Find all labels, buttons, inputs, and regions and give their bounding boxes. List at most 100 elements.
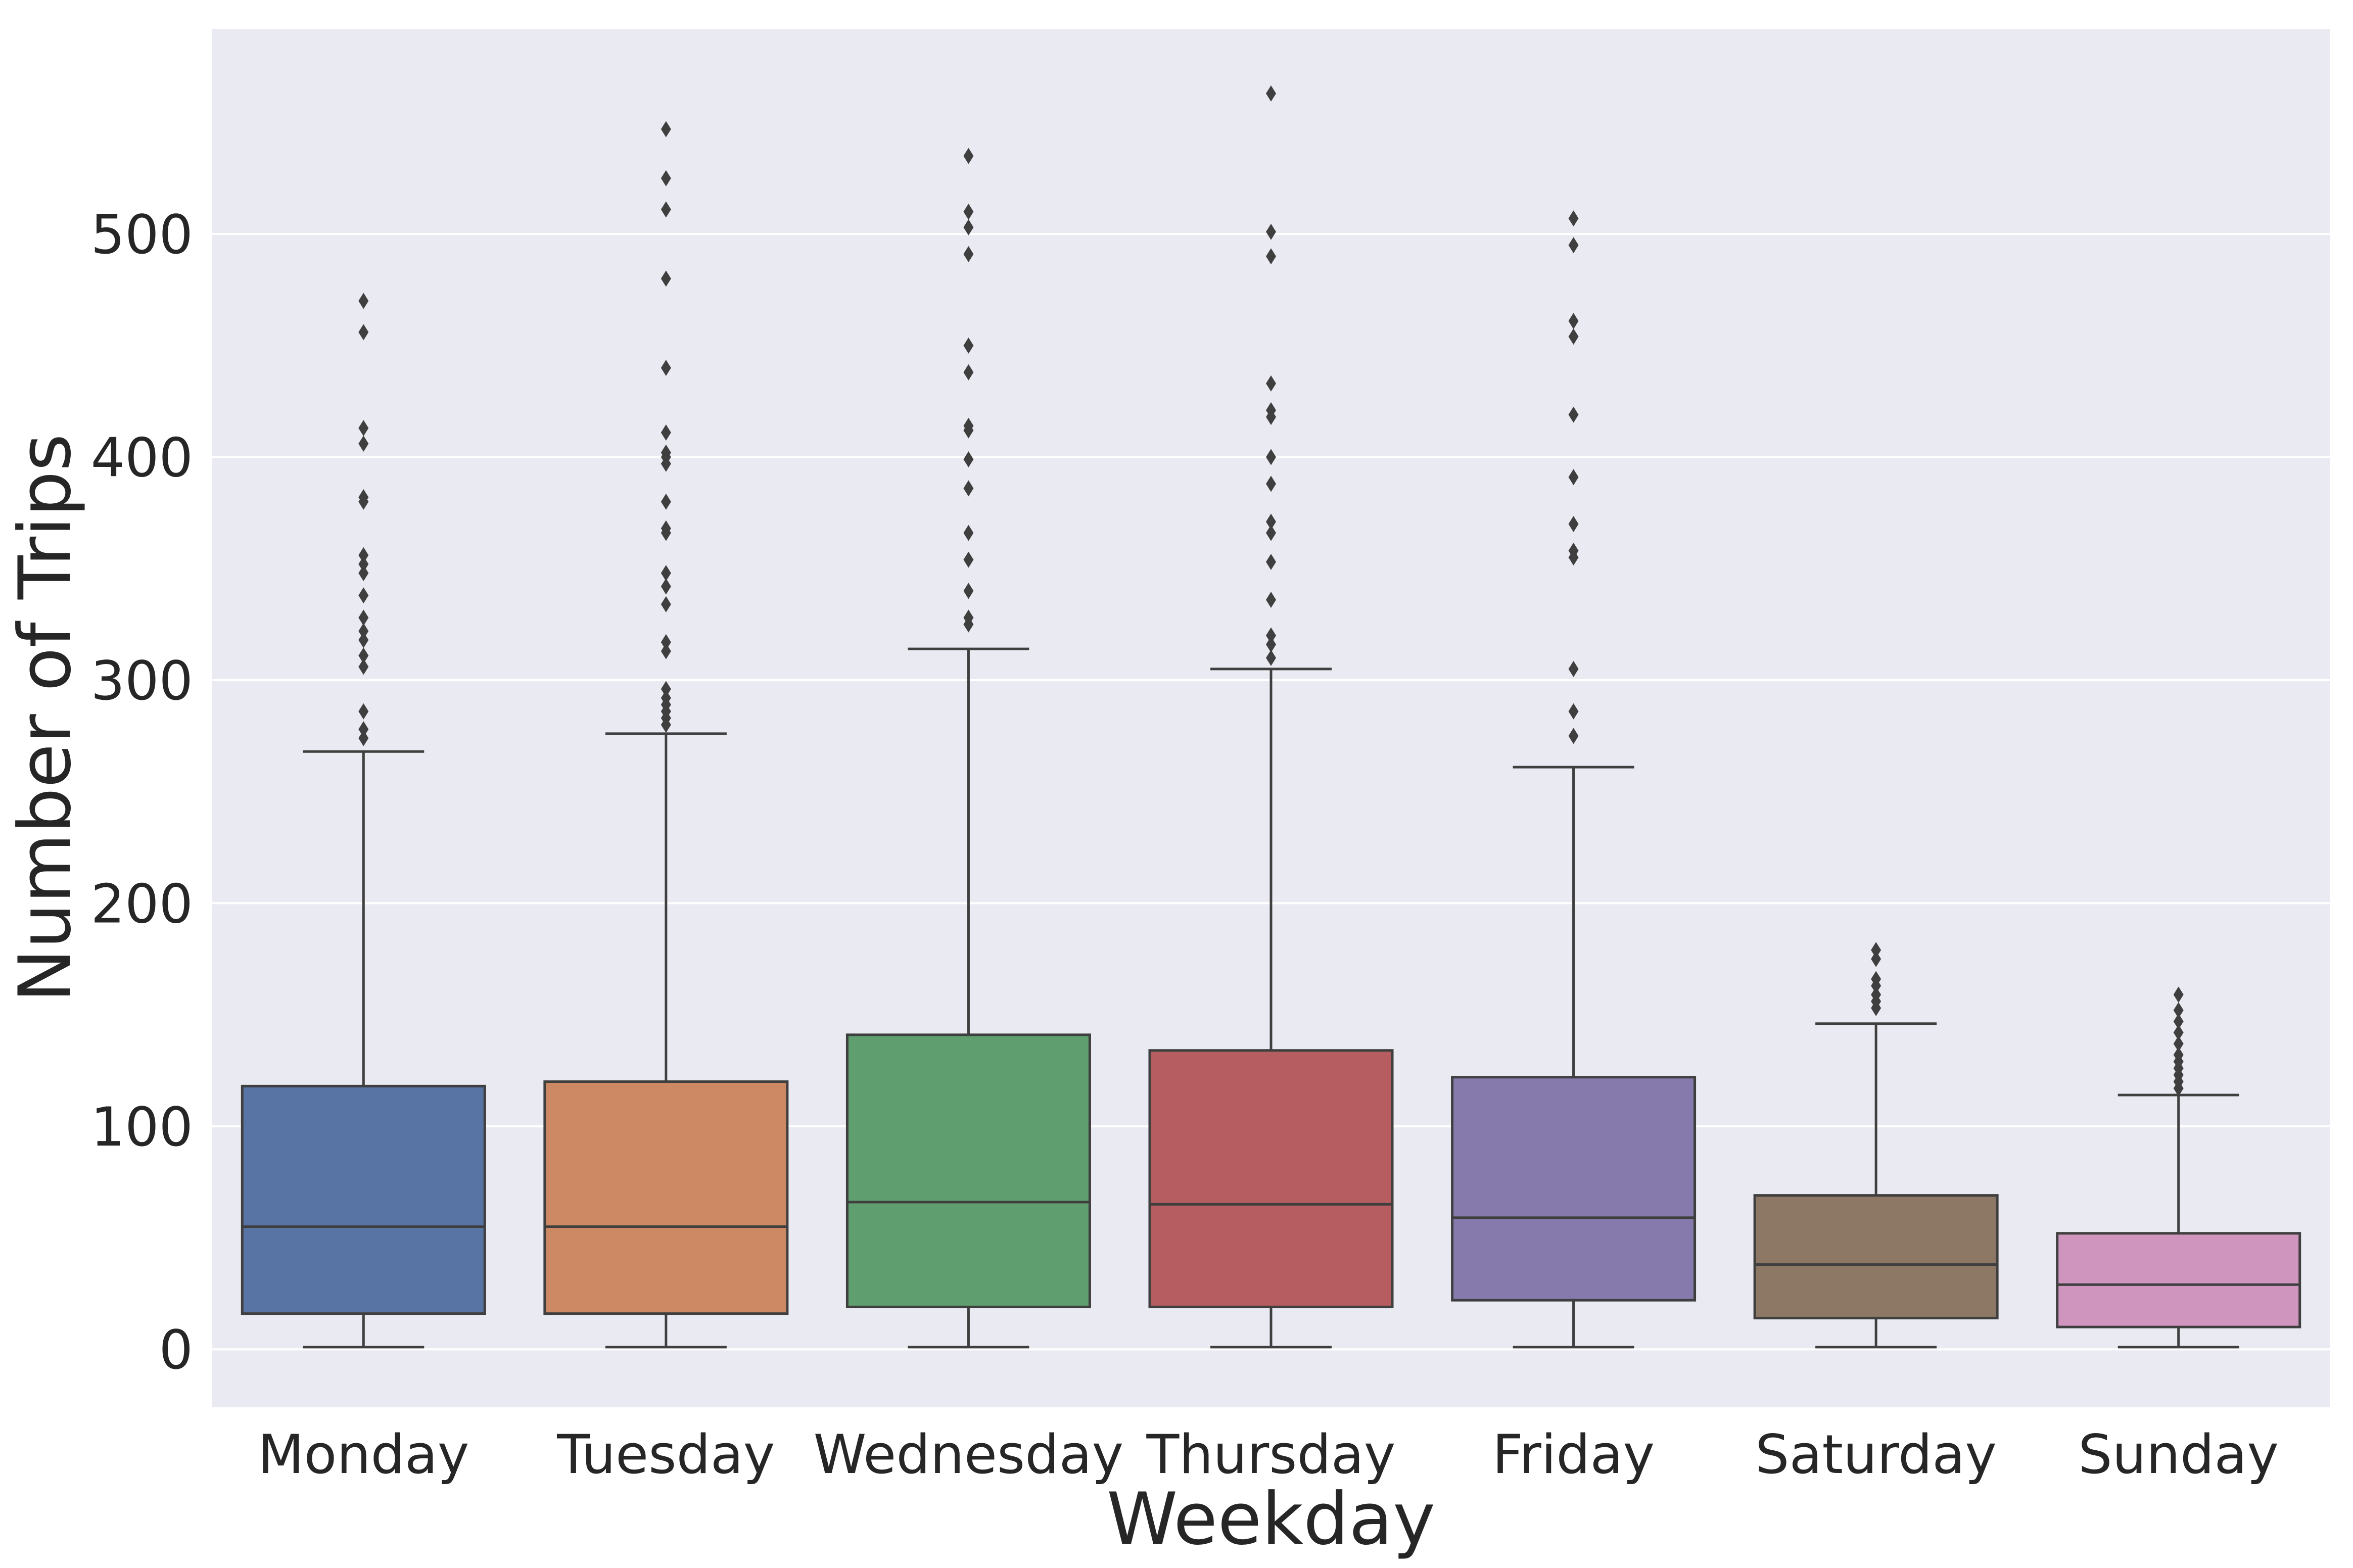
x-axis-label: Weekday xyxy=(1107,1478,1435,1561)
outlier-point xyxy=(2173,1035,2184,1052)
x-tick-labels: Monday Tuesday Wednesday Thursday Friday Satu… xyxy=(258,1423,2279,1486)
x-tick-label: Tuesday xyxy=(556,1423,775,1486)
outlier-point xyxy=(963,364,974,381)
outlier-point xyxy=(358,565,369,582)
outlier-point xyxy=(1266,402,1276,418)
x-tick-label: Friday xyxy=(1492,1423,1655,1486)
box-sunday xyxy=(2056,986,2301,1349)
y-tick-labels: 0 100 200 300 400 500 xyxy=(91,204,193,1381)
outlier-point xyxy=(1266,525,1276,541)
y-tick-label: 200 xyxy=(91,873,193,935)
outlier-point xyxy=(661,520,671,537)
outlier-point xyxy=(358,293,369,309)
outlier-point xyxy=(358,547,369,563)
outlier-point xyxy=(358,721,369,738)
outlier-point xyxy=(358,556,369,573)
outlier-point xyxy=(2173,1047,2184,1063)
outlier-point xyxy=(358,324,369,341)
outlier-point xyxy=(661,444,671,461)
outlier-point xyxy=(358,623,369,639)
outlier-point xyxy=(661,634,671,650)
y-tick-label: 400 xyxy=(91,427,193,489)
outlier-point xyxy=(661,643,671,659)
outlier-point xyxy=(358,703,369,720)
outlier-point xyxy=(2173,1013,2184,1030)
outlier-point xyxy=(1266,85,1276,102)
outlier-point xyxy=(1568,703,1579,720)
outlier-point xyxy=(661,201,671,218)
outlier-point xyxy=(1266,592,1276,608)
outlier-point xyxy=(2173,1002,2184,1019)
outlier-point xyxy=(963,551,974,568)
outlier-point xyxy=(963,583,974,599)
outlier-point xyxy=(963,525,974,541)
outlier-point xyxy=(1568,469,1579,486)
outlier-point xyxy=(2173,986,2184,1003)
x-tick-label: Thursday xyxy=(1146,1423,1396,1486)
box-tuesday xyxy=(543,121,789,1349)
outlier-point xyxy=(963,451,974,467)
outlier-point xyxy=(661,359,671,376)
outlier-point xyxy=(661,121,671,137)
outlier-point xyxy=(661,170,671,186)
box-thursday xyxy=(1148,85,1394,1349)
outlier-point xyxy=(1568,210,1579,227)
x-tick-label: Saturday xyxy=(1755,1423,1997,1486)
y-axis-label: Number of Trips xyxy=(4,434,87,1002)
outlier-point xyxy=(661,596,671,612)
outlier-point xyxy=(1266,627,1276,644)
outlier-point xyxy=(1568,542,1579,559)
outlier-point xyxy=(1266,513,1276,530)
outlier-point xyxy=(1266,449,1276,465)
box-monday xyxy=(241,293,486,1349)
outlier-point xyxy=(963,219,974,235)
outlier-point xyxy=(963,246,974,262)
outlier-point xyxy=(358,436,369,452)
y-tick-label: 0 xyxy=(159,1319,193,1381)
box-saturday xyxy=(1753,942,1999,1349)
iqr-box xyxy=(2056,1232,2301,1328)
outlier-point xyxy=(1871,951,1881,967)
outlier-point xyxy=(1266,375,1276,392)
boxes xyxy=(241,85,2301,1349)
outlier-point xyxy=(1266,476,1276,492)
outlier-point xyxy=(358,730,369,746)
outlier-point xyxy=(963,337,974,354)
outlier-point xyxy=(1871,986,1881,1003)
iqr-box xyxy=(1451,1076,1697,1302)
x-tick-label: Sunday xyxy=(2078,1423,2279,1486)
outlier-point xyxy=(1266,223,1276,240)
outlier-point xyxy=(661,493,671,510)
outlier-point xyxy=(1266,248,1276,265)
y-tick-label: 100 xyxy=(91,1096,193,1158)
outlier-point xyxy=(1568,313,1579,329)
outlier-point xyxy=(963,148,974,164)
iqr-box xyxy=(241,1084,486,1315)
outlier-point xyxy=(661,270,671,287)
iqr-box xyxy=(1753,1194,1999,1319)
outlier-point xyxy=(661,690,671,706)
outlier-point xyxy=(1568,406,1579,423)
outlier-point xyxy=(1568,237,1579,254)
x-tick-label: Wednesday xyxy=(814,1423,1124,1486)
outlier-point xyxy=(358,658,369,675)
outlier-point xyxy=(358,489,369,505)
box-friday xyxy=(1451,210,1697,1349)
outlier-point xyxy=(1266,554,1276,571)
x-tick-label: Monday xyxy=(258,1423,469,1486)
outlier-point xyxy=(1568,328,1579,345)
outlier-point xyxy=(1568,660,1579,677)
outlier-point xyxy=(963,480,974,497)
outlier-point xyxy=(358,632,369,648)
outlier-point xyxy=(661,565,671,582)
box-wednesday xyxy=(845,148,1091,1349)
y-tick-label: 300 xyxy=(91,650,193,712)
iqr-box xyxy=(543,1080,789,1315)
outlier-point xyxy=(1266,649,1276,666)
outlier-point xyxy=(1871,971,1881,987)
outlier-point xyxy=(661,424,671,441)
outlier-point xyxy=(2173,1024,2184,1041)
outlier-point xyxy=(1871,942,1881,959)
outlier-point xyxy=(358,609,369,626)
